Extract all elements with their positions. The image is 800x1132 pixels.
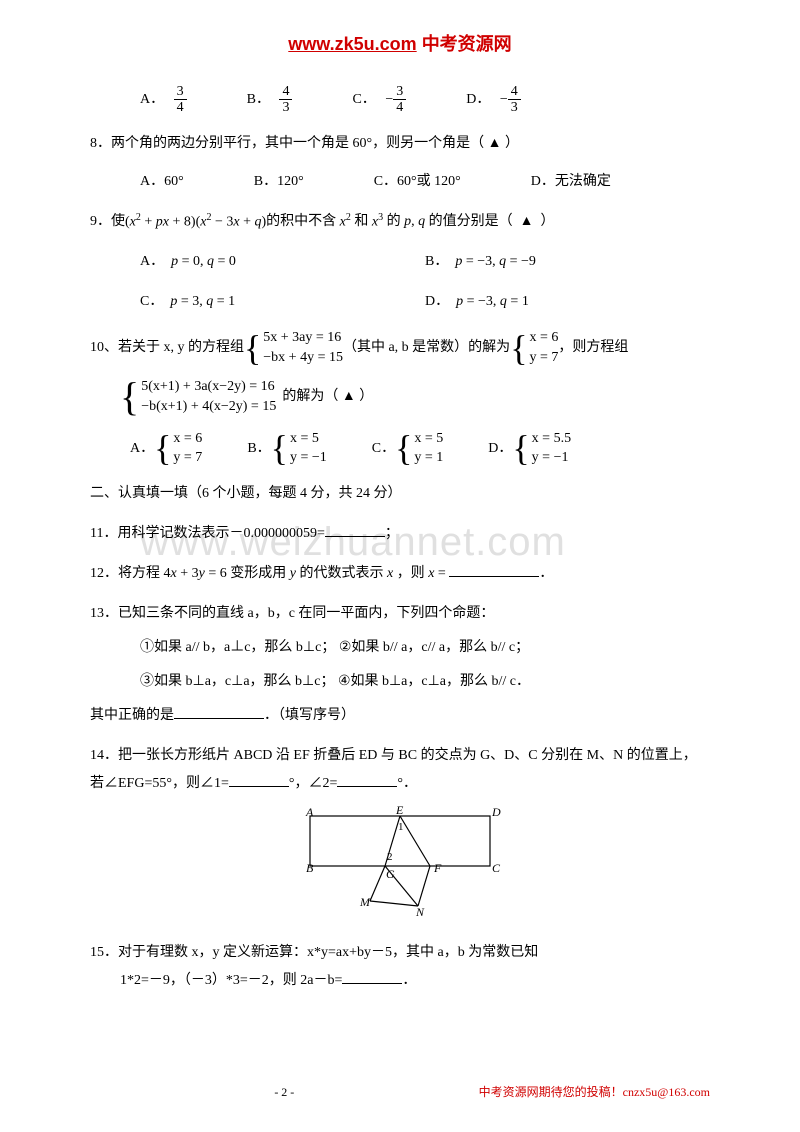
q10-opt-b: B．{x = 5y = −1 [247, 429, 326, 468]
q9-opt-d: D． p = −3, q = 1 [425, 288, 710, 316]
q14-figure: A B C D E F G M N 1 2 [90, 806, 710, 927]
svg-text:C: C [492, 861, 501, 875]
svg-text:G: G [386, 867, 395, 881]
q9-opt-b: B． p = −3, q = −9 [425, 248, 710, 276]
page-number: - 2 - [274, 1083, 294, 1102]
q9: 9．使 (x2 + px + 8)(x2 − 3x + q) 的积中不含 x2 … [90, 208, 710, 317]
q7-options: A． 34 B． 43 C． −34 D． −43 [140, 84, 710, 116]
q14: 14．把一张长方形纸片 ABCD 沿 EF 折叠后 ED 与 BC 的交点为 G… [90, 742, 710, 927]
page-content: www.zk5u.com 中考资源网 A． 34 B． 43 C． −34 D．… [90, 30, 710, 995]
svg-text:F: F [433, 861, 442, 875]
svg-text:N: N [415, 905, 425, 916]
q11: 11．用科学记数法表示－0.000000059=； [90, 520, 710, 548]
q8-opt-a: A．60° [140, 168, 184, 196]
svg-text:A: A [305, 806, 314, 819]
svg-text:2: 2 [387, 851, 393, 863]
q8-opt-b: B．120° [254, 168, 304, 196]
q9-opt-a: A． p = 0, q = 0 [140, 248, 425, 276]
header-url: www.zk5u.com [288, 34, 416, 54]
svg-text:1: 1 [398, 821, 404, 833]
section-2-title: 二、认真填一填（6 个小题，每题 4 分，共 24 分） [90, 480, 710, 508]
q7-opt-d: D． −43 [466, 84, 521, 116]
footer-contact: 中考资源网期待您的投稿！cnzx5u@163.com [479, 1083, 710, 1102]
page-header: www.zk5u.com 中考资源网 [90, 30, 710, 59]
q8-opt-c: C．60°或 120° [374, 168, 461, 196]
q8: 8．两个角的两边分别平行，其中一个角是 60°，则另一个角是（ ▲ ） A．60… [90, 130, 710, 196]
q13: 13．已知三条不同的直线 a，b，c 在同一平面内，下列四个命题： ①如果 a/… [90, 600, 710, 730]
q12: 12．将方程 4x + 3y = 6 变形成用 y 的代数式表示 x ，则 x … [90, 560, 710, 588]
header-title: 中考资源网 [422, 34, 512, 54]
q9-opt-c: C． p = 3, q = 1 [140, 288, 425, 316]
q10-opt-c: C．{x = 5y = 1 [372, 429, 444, 468]
q10-opt-a: A．{x = 6y = 7 [130, 429, 202, 468]
svg-text:B: B [306, 861, 314, 875]
q10-opt-d: D．{x = 5.5y = −1 [488, 429, 571, 468]
q8-opt-d: D．无法确定 [531, 168, 611, 196]
q7-opt-b: B． 43 [247, 84, 293, 116]
q10: 10、若关于 x, y 的方程组 {5x + 3ay = 16−bx + 4y … [90, 328, 710, 468]
page-footer: - 2 - 中考资源网期待您的投稿！cnzx5u@163.com [0, 1083, 800, 1102]
svg-text:E: E [395, 806, 404, 817]
svg-text:D: D [491, 806, 501, 819]
q15: 15．对于有理数 x，y 定义新运算：x*y=ax+by－5，其中 a，b 为常… [90, 939, 710, 995]
svg-text:M: M [359, 895, 371, 909]
q7-opt-a: A． 34 [140, 84, 187, 116]
q8-stem: 8．两个角的两边分别平行，其中一个角是 60°，则另一个角是（ ▲ ） [90, 130, 710, 158]
q7-opt-c: C． −34 [352, 84, 406, 116]
